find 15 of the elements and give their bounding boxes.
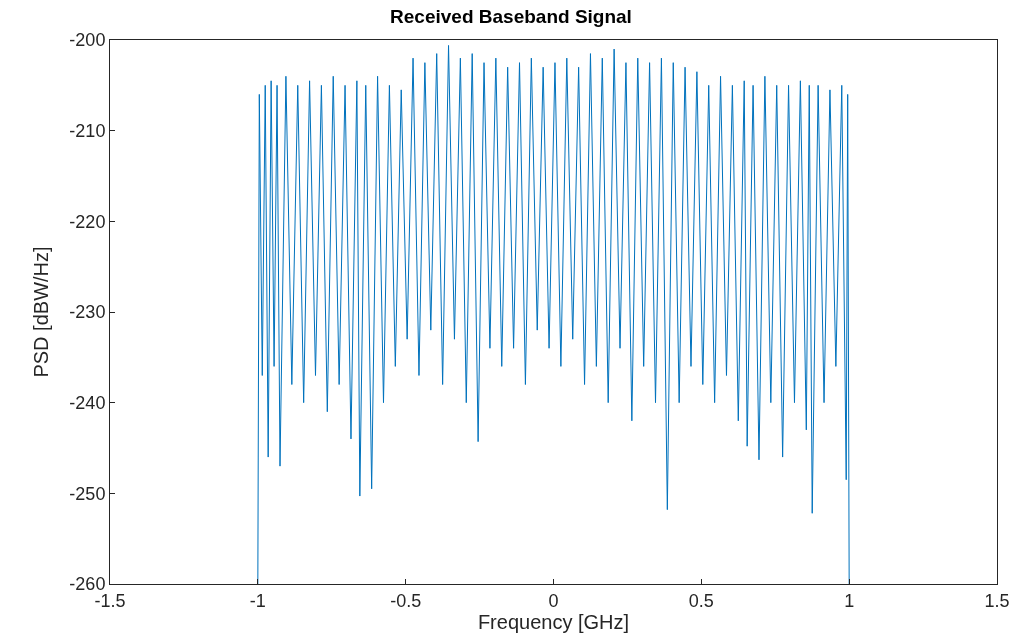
y-tick-label: -220 (69, 211, 106, 232)
y-tick-label: -250 (69, 483, 106, 504)
x-axis-title: Frequency [GHz] (477, 610, 630, 633)
x-tick-label: -1 (249, 590, 266, 611)
y-tick-label: -230 (69, 302, 106, 323)
y-tick-label: -210 (69, 120, 106, 141)
x-tick-label: 1 (844, 590, 855, 611)
x-tick-label: 1.5 (984, 590, 1010, 611)
y-tick-label: -240 (69, 392, 106, 413)
x-tick-label: -0.5 (390, 590, 422, 611)
y-tick-label: -200 (69, 30, 106, 51)
x-tick-label: 0.5 (688, 590, 714, 611)
y-axis-title: PSD [dBW/Hz] (29, 246, 52, 378)
chart-title: Received Baseband Signal (390, 5, 632, 27)
x-tick-label: 0 (548, 590, 559, 611)
